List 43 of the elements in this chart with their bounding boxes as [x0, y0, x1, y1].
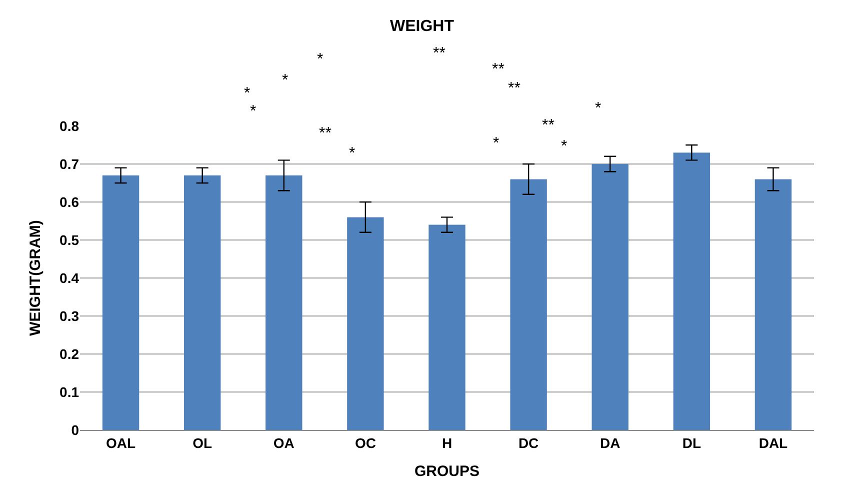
y-tick-label: 0.4: [60, 270, 80, 286]
y-tick-label: 0.5: [60, 232, 80, 248]
bar: [184, 175, 221, 430]
bar: [754, 179, 792, 430]
y-tick-label: 0.7: [60, 156, 80, 172]
text: *: [244, 85, 250, 102]
text: **: [492, 61, 504, 78]
bar: [592, 164, 628, 430]
bar: [102, 175, 140, 430]
x-axis-title: GROUPS: [414, 462, 480, 480]
bar: [347, 217, 384, 430]
bar: [428, 224, 466, 430]
y-tick-label: 0.1: [60, 384, 80, 400]
x-tick-label: OAL: [106, 434, 136, 451]
y-tick-label: 0.6: [60, 194, 80, 210]
annotation: **: [319, 125, 332, 142]
x-tick-label: OA: [273, 434, 294, 451]
x-tick-label: DL: [682, 434, 702, 451]
y-tick-label: 0.3: [60, 308, 80, 324]
y-axis-title: WEIGHT(GRAM): [26, 220, 44, 336]
x-tick-label: DAL: [758, 434, 788, 451]
y-tick-label: 0: [71, 422, 80, 438]
y-tick-label: 0.8: [60, 118, 80, 134]
annotation: *: [493, 135, 500, 152]
x-tick-label: OL: [192, 434, 212, 451]
annotation: **: [542, 117, 554, 134]
x-tick-label: DC: [518, 434, 539, 451]
text: *: [595, 100, 602, 117]
x-tick-label: OC: [354, 434, 376, 451]
bar: [510, 179, 547, 430]
x-tick-label: H: [442, 434, 452, 451]
bar: [673, 152, 710, 430]
text: *: [282, 72, 288, 89]
bar: [266, 175, 302, 430]
chart-title: WEIGHT: [390, 18, 454, 35]
text: **: [508, 80, 520, 97]
text: *: [317, 51, 324, 68]
text: **: [433, 45, 446, 62]
annotation: *: [561, 138, 568, 155]
x-tick-label: DA: [600, 434, 620, 451]
y-tick-label: 0.2: [60, 346, 80, 362]
annotation: *: [349, 145, 356, 162]
text: *: [250, 103, 256, 120]
